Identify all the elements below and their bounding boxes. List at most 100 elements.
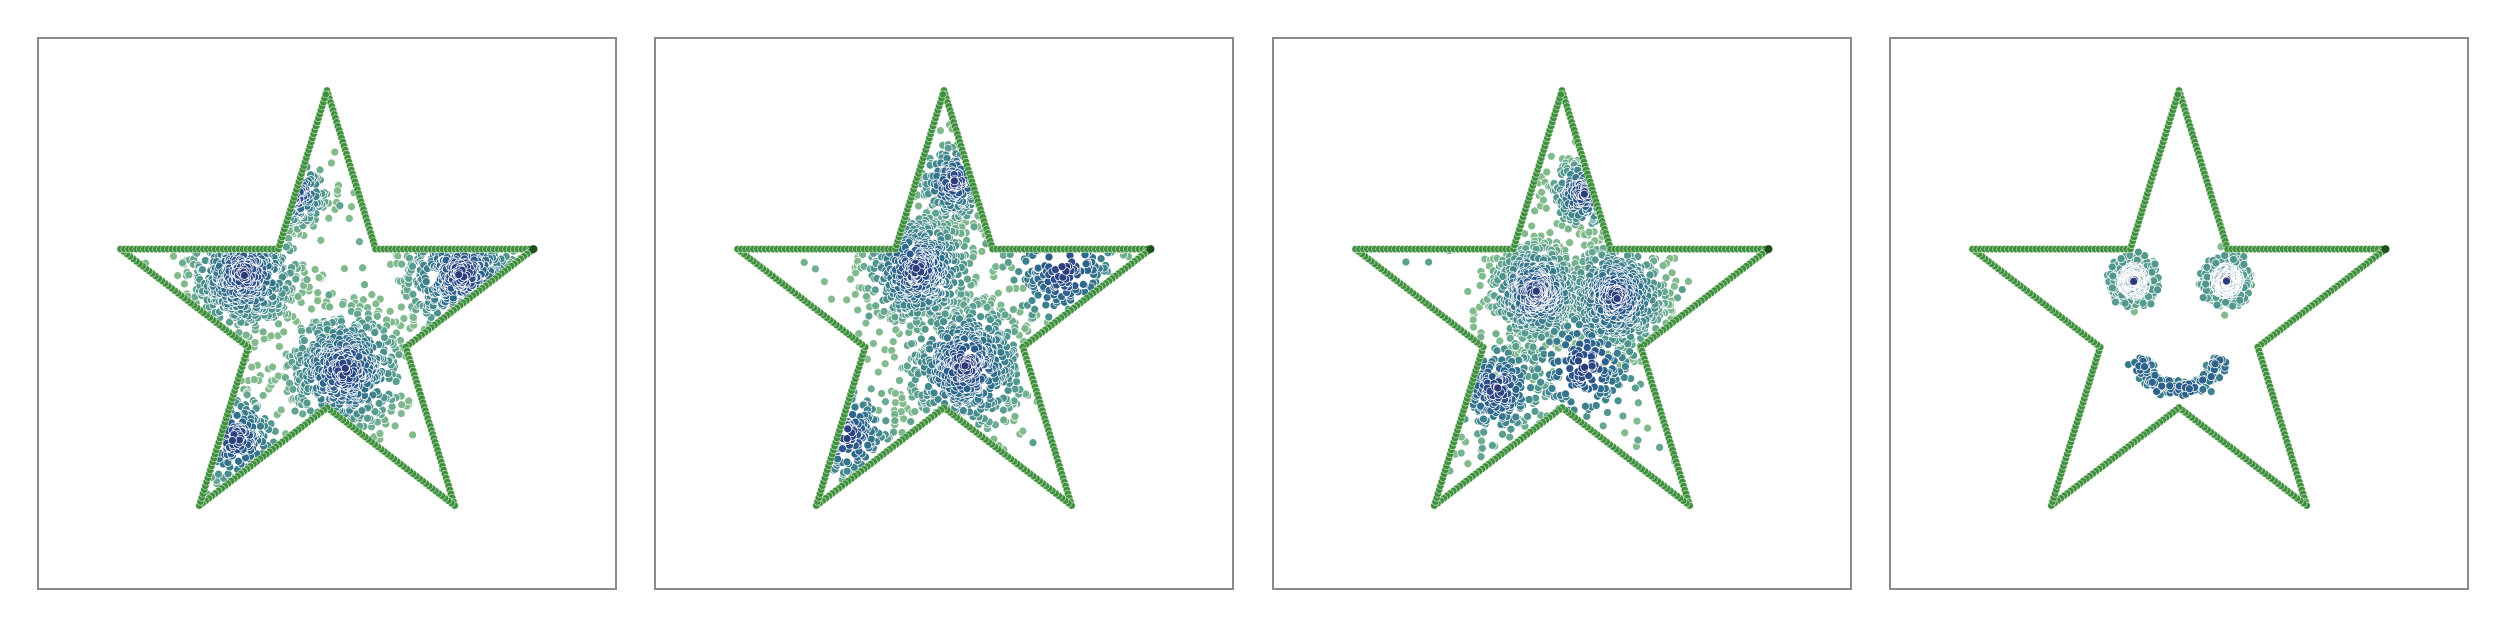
plot-2 xyxy=(733,86,1155,510)
sample-point xyxy=(1491,329,1501,339)
sample-point xyxy=(866,384,876,394)
sample-point xyxy=(315,165,325,175)
sample-point xyxy=(313,296,323,306)
sample-point xyxy=(982,302,992,312)
sample-point xyxy=(370,407,380,416)
sample-point xyxy=(890,312,900,322)
sample-point xyxy=(360,280,369,290)
sample-point xyxy=(274,319,283,329)
sample-point xyxy=(1020,324,1030,333)
sample-point xyxy=(1633,435,1643,445)
sample-point xyxy=(1044,312,1054,322)
sample-point xyxy=(1545,228,1555,238)
sample-point xyxy=(1584,227,1594,237)
sample-point xyxy=(873,367,883,377)
sample-point xyxy=(881,397,890,407)
sample-point xyxy=(862,292,871,301)
sample-point xyxy=(1542,167,1552,177)
sample-point xyxy=(970,344,979,354)
sample-point xyxy=(1479,427,1489,437)
sample-point xyxy=(1598,421,1608,431)
sample-point xyxy=(357,406,367,415)
sample-point xyxy=(275,342,284,351)
sample-point xyxy=(408,261,417,271)
sample-point xyxy=(799,258,809,267)
sample-point xyxy=(1673,293,1682,303)
sample-point xyxy=(916,334,926,344)
sample-point xyxy=(1057,262,1067,272)
sample-point xyxy=(870,285,880,295)
sample-point xyxy=(1463,287,1473,296)
sample-point xyxy=(910,407,920,416)
sample-point xyxy=(362,322,371,332)
sample-point xyxy=(891,388,900,398)
sample-point xyxy=(1613,396,1623,406)
sample-point xyxy=(293,292,303,301)
sample-point xyxy=(367,290,377,300)
sample-point xyxy=(347,202,356,212)
sample-point xyxy=(1401,257,1411,267)
sample-point xyxy=(1078,280,1088,289)
sample-point xyxy=(1463,459,1473,469)
sample-point xyxy=(247,362,257,372)
sample-point xyxy=(385,306,395,316)
sample-point xyxy=(1677,285,1687,294)
sample-point xyxy=(1528,342,1538,352)
sample-point xyxy=(850,290,860,299)
sample-point xyxy=(1041,300,1051,310)
sample-point xyxy=(302,398,312,408)
sample-point xyxy=(1643,423,1652,433)
sample-point xyxy=(842,295,852,305)
sample-point xyxy=(1563,224,1573,234)
sample-point xyxy=(1669,282,1679,291)
sample-points xyxy=(1401,137,1693,476)
sample-point xyxy=(178,258,187,268)
sample-point xyxy=(421,277,431,287)
sample-point xyxy=(408,289,418,299)
sample-point xyxy=(1684,277,1693,286)
sample-point xyxy=(999,415,1009,425)
star-boundary xyxy=(733,86,1155,510)
sample-point xyxy=(1603,408,1612,417)
sample-point xyxy=(986,315,995,324)
plot-3 xyxy=(1351,86,1773,510)
sample-point xyxy=(879,307,889,316)
sample-point xyxy=(1530,372,1540,381)
sample-point xyxy=(399,314,409,323)
sample-point xyxy=(871,301,881,311)
sample-point xyxy=(1424,257,1433,267)
sample-point xyxy=(890,352,899,362)
sample-point xyxy=(914,201,923,211)
sample-point xyxy=(408,430,417,440)
sample-point xyxy=(1081,259,1091,269)
sample-point xyxy=(999,405,1008,415)
sample-point xyxy=(1005,284,1014,294)
sample-point xyxy=(1012,377,1021,387)
sample-point xyxy=(288,384,298,394)
sample-point xyxy=(1003,258,1013,267)
sample-point xyxy=(396,302,406,312)
sample-point xyxy=(906,417,916,426)
sample-point xyxy=(984,324,993,333)
sample-point xyxy=(842,457,852,467)
boundary-endpoint xyxy=(1146,245,1155,254)
sample-point xyxy=(897,393,907,403)
sample-point xyxy=(1523,412,1532,421)
sample-point xyxy=(864,311,874,321)
sample-point xyxy=(298,409,308,419)
sample-point xyxy=(371,299,381,309)
sample-point xyxy=(302,275,312,285)
sample-point xyxy=(936,126,945,135)
sample-point xyxy=(372,311,382,321)
sample-point xyxy=(920,324,930,334)
star-boundary xyxy=(116,86,538,510)
sample-point xyxy=(234,456,243,466)
sample-point xyxy=(266,331,276,341)
sample-point xyxy=(939,317,948,327)
sample-point xyxy=(1475,281,1485,290)
sample-point xyxy=(1661,273,1671,283)
sample-point xyxy=(1468,306,1478,316)
sample-point xyxy=(1478,271,1487,281)
sample-point xyxy=(198,265,207,274)
